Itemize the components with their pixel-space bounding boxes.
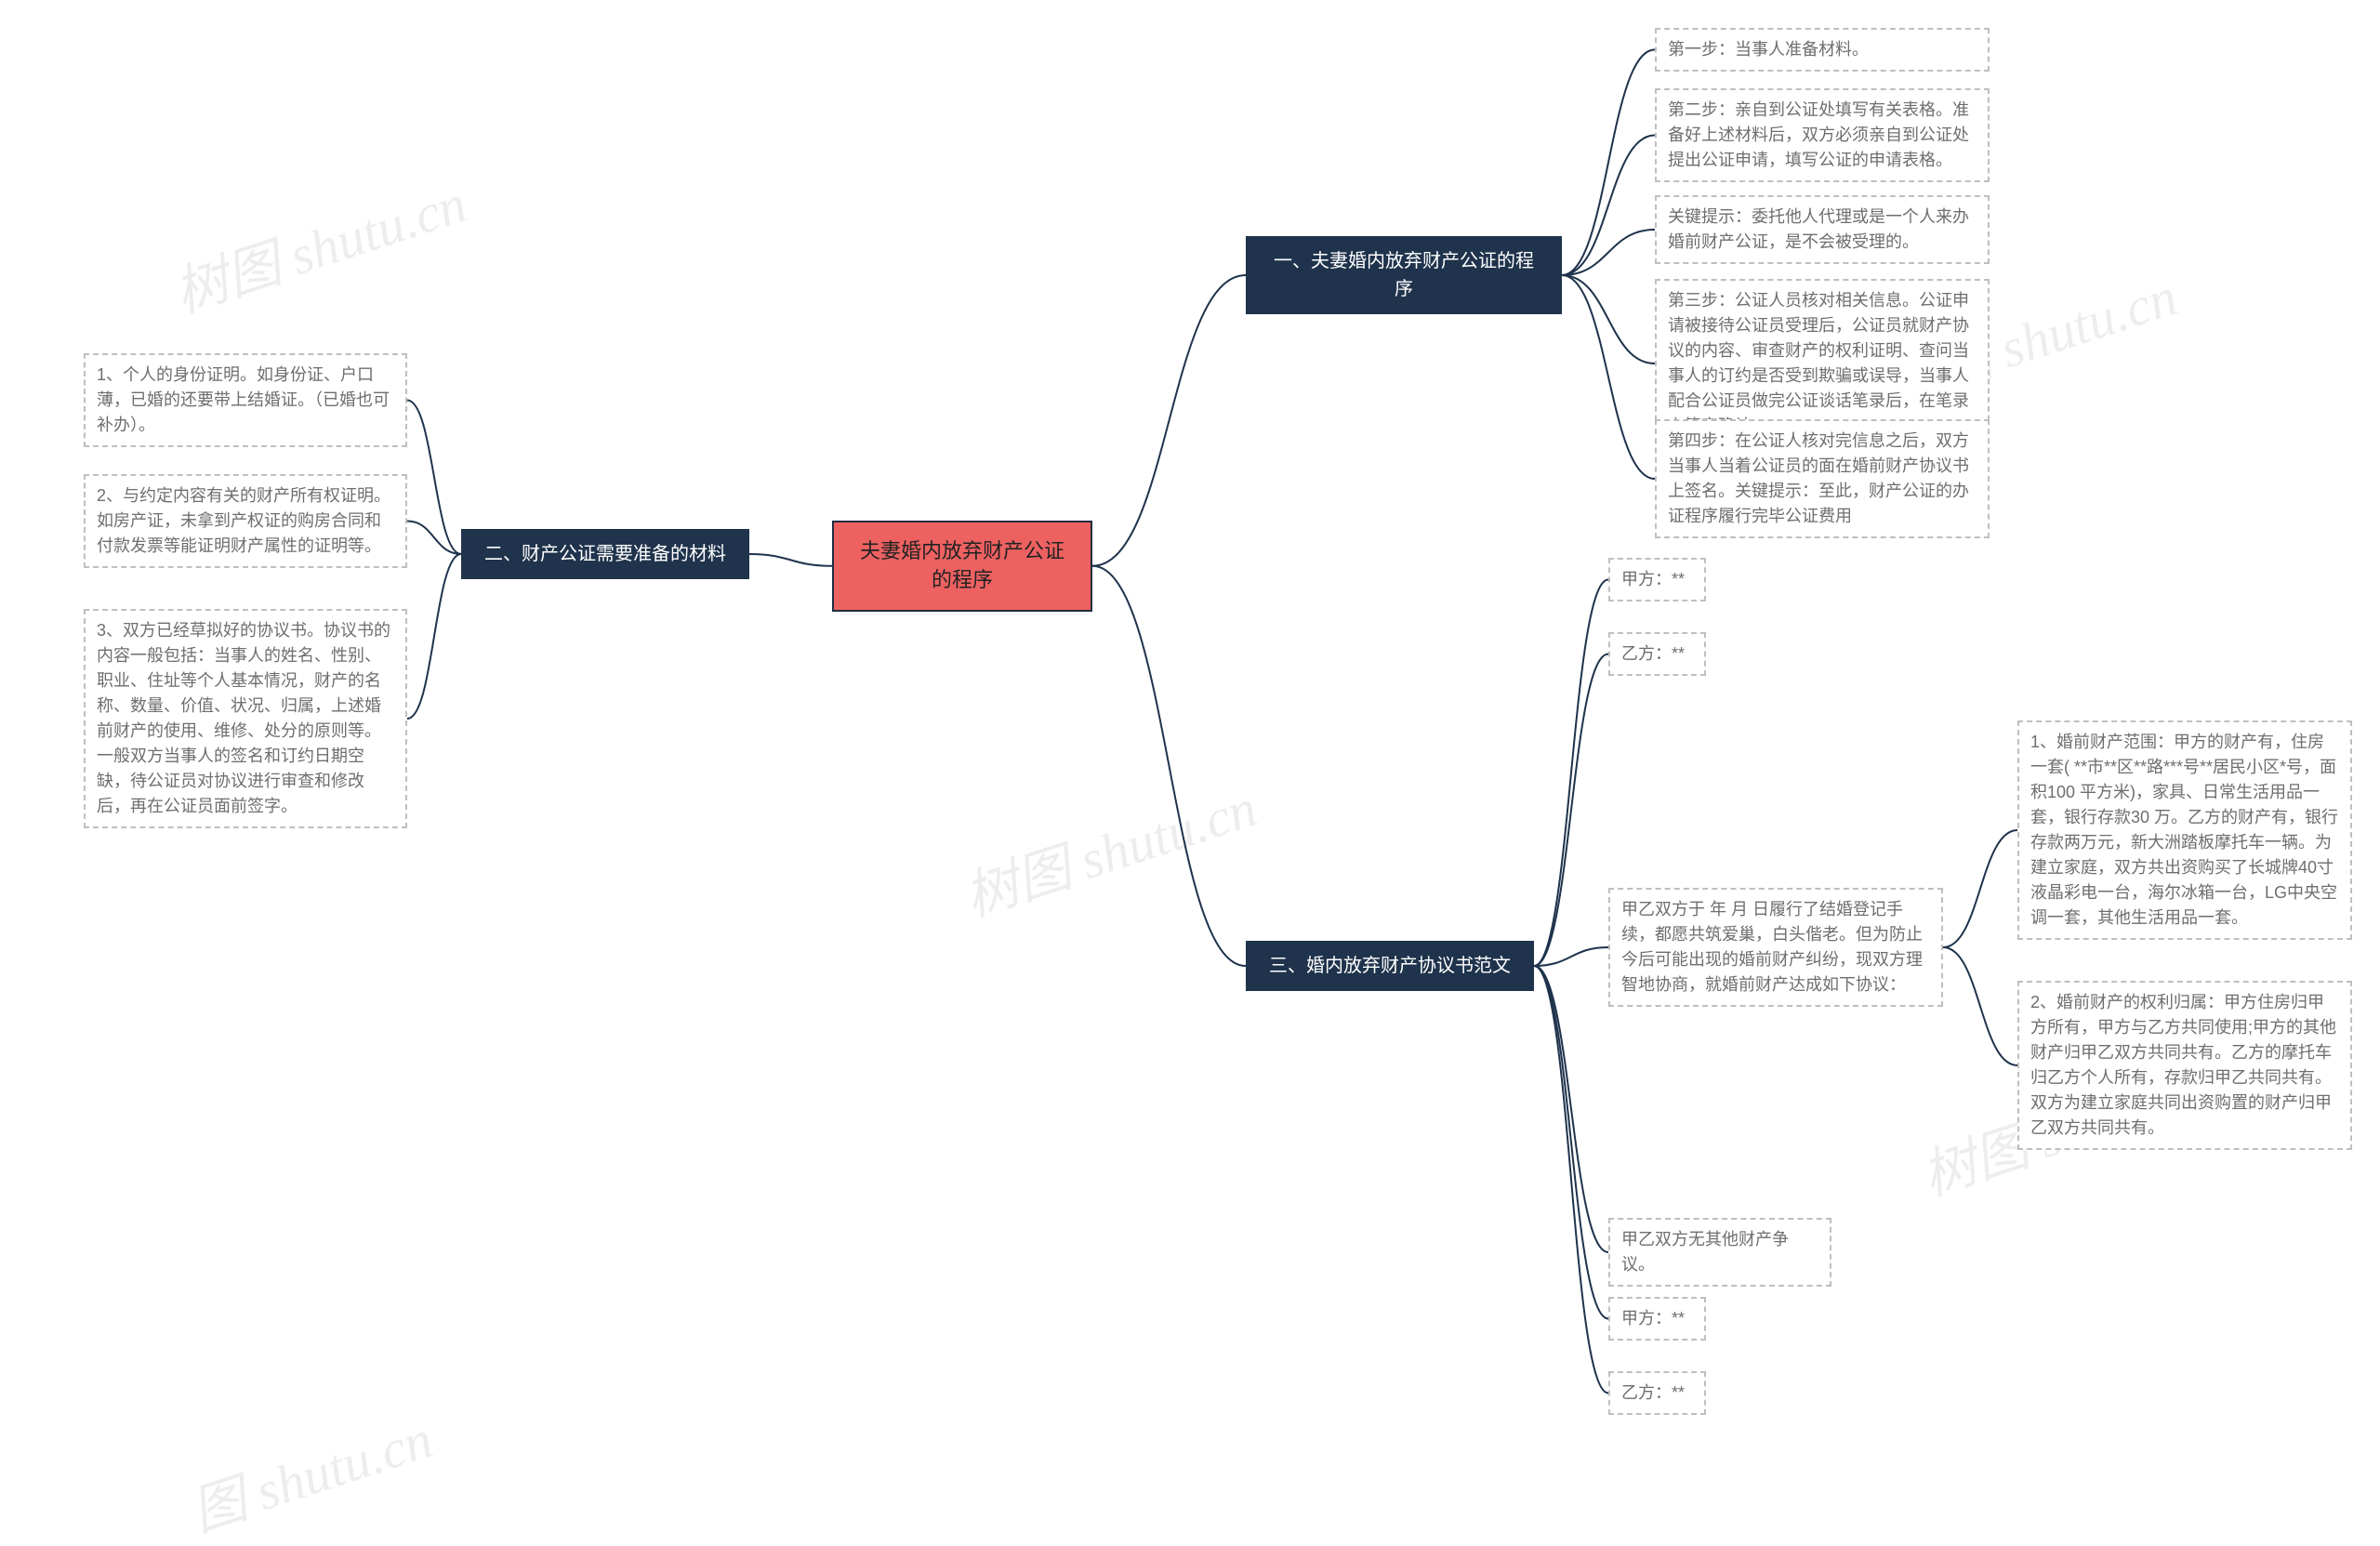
- leaf-node[interactable]: 甲方：**: [1608, 558, 1706, 601]
- leaf-node[interactable]: 甲乙双方于 年 月 日履行了结婚登记手续，都愿共筑爱巢，白头偕老。但为防止今后可…: [1608, 888, 1943, 1007]
- leaf-node[interactable]: 甲乙双方无其他财产争议。: [1608, 1218, 1831, 1287]
- leaf-node[interactable]: 1、婚前财产范围：甲方的财产有，住房一套( **市**区**路***号**居民小…: [2017, 720, 2352, 940]
- leaf-node[interactable]: 乙方：**: [1608, 1371, 1706, 1415]
- leaf-node[interactable]: 甲方：**: [1608, 1297, 1706, 1341]
- leaf-node[interactable]: 1、个人的身份证明。如身份证、户口薄，已婚的还要带上结婚证。（已婚也可补办）。: [84, 353, 407, 447]
- leaf-node[interactable]: 2、与约定内容有关的财产所有权证明。如房产证，未拿到产权证的购房合同和付款发票等…: [84, 474, 407, 568]
- watermark: 树图 shutu.cn: [953, 764, 1264, 932]
- leaf-node[interactable]: 关键提示：委托他人代理或是一个人来办婚前财产公证，是不会被受理的。: [1655, 195, 1990, 264]
- branch-procedure[interactable]: 一、夫妻婚内放弃财产公证的程序: [1246, 236, 1562, 314]
- watermark: 树图 shutu.cn: [163, 160, 474, 327]
- root-node[interactable]: 夫妻婚内放弃财产公证的程序: [832, 521, 1092, 612]
- leaf-node[interactable]: 第四步：在公证人核对完信息之后，双方当事人当着公证员的面在婚前财产协议书上签名。…: [1655, 419, 1990, 538]
- leaf-node[interactable]: 2、婚前财产的权利归属：甲方住房归甲方所有，甲方与乙方共同使用;甲方的其他财产归…: [2017, 981, 2352, 1150]
- leaf-node[interactable]: 3、双方已经草拟好的协议书。协议书的内容一般包括：当事人的姓名、性别、职业、住址…: [84, 609, 407, 828]
- leaf-node[interactable]: 乙方：**: [1608, 632, 1706, 676]
- leaf-node[interactable]: 第二步：亲自到公证处填写有关表格。准备好上述材料后，双方必须亲自到公证处提出公证…: [1655, 88, 1990, 182]
- watermark: 图 shutu.cn: [180, 1395, 441, 1546]
- branch-template[interactable]: 三、婚内放弃财产协议书范文: [1246, 941, 1534, 991]
- leaf-node[interactable]: 第一步：当事人准备材料。: [1655, 28, 1990, 72]
- branch-materials[interactable]: 二、财产公证需要准备的材料: [461, 529, 749, 579]
